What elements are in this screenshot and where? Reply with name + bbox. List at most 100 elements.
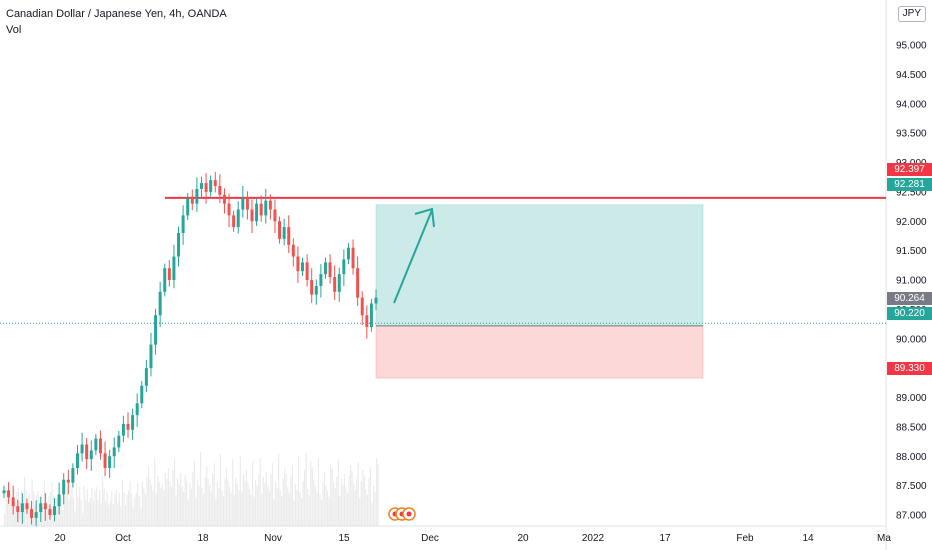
candle-body [245,197,249,210]
volume-bar [346,493,349,526]
volume-bar [268,491,271,526]
volume-bar [158,482,160,526]
volume-bar [199,452,202,526]
volume-bar [10,503,12,526]
volume-bar [138,496,140,526]
candle-body [39,503,43,513]
volume-bar [161,484,163,526]
volume-bar [181,486,183,526]
volume-bar [88,502,90,526]
volume-bar [300,498,303,526]
volume-bar [369,467,372,526]
volume-bar [203,494,205,526]
candle-body [30,509,34,518]
volume-bar [14,502,16,526]
volume-bar [147,466,150,526]
volume-bar [28,493,30,526]
volume-bar [238,490,240,526]
volume-bar [213,463,215,526]
volume-bar [68,499,70,526]
volume-bar [328,497,330,526]
x-tick-label: 20 [54,533,66,544]
volume-bar [239,456,241,526]
volume-bar [348,476,350,526]
volume-bar [212,474,214,526]
volume-bar [284,468,286,526]
volume-bar [376,458,378,526]
volume-bar [221,490,223,526]
volume-bar [299,492,301,526]
volume-bar [36,495,38,526]
volume-bar [279,490,281,526]
volume-bar [121,479,124,526]
volume-bar [273,499,275,526]
volume-bar [46,506,49,526]
volume-bar [94,491,96,526]
volume-bar [124,505,127,526]
volume-bar [63,483,65,526]
volume-bar [198,486,200,526]
volume-bar [261,494,263,526]
volume-bar [169,481,171,526]
volume-bar [245,470,248,526]
stop-price-tag: 89.330 [887,362,932,375]
volume-bar [163,490,165,526]
candle-body [305,262,309,280]
volume-bar [354,490,356,526]
x-tick-label: 14 [802,533,814,544]
volume-bar [13,489,15,526]
volume-bar [196,480,199,526]
volume-bar [77,497,79,526]
volume-bar [201,488,203,526]
volume-bar [334,488,336,526]
candle-body [117,435,121,448]
volume-bar [371,503,373,526]
candle-body [126,423,130,430]
candle-body [57,494,61,507]
candle-body [62,479,66,495]
volume-bar [126,495,128,526]
volume-bar [79,487,81,526]
candle-body [167,268,171,280]
candle-body [172,256,176,280]
volume-bar [98,490,101,526]
candle-body [264,200,268,216]
volume-bar [262,477,264,526]
volume-bar [37,491,39,526]
y-tick-label: 87.500 [896,481,927,492]
volume-bar [204,477,206,526]
candle-body [232,215,236,228]
volume-bar [216,482,218,526]
candle-body [186,197,190,216]
volume-bar [339,496,341,526]
volume-bar [278,454,280,526]
volume-bar [180,473,182,526]
volume-bar [224,479,226,526]
y-tick-label: 94.500 [896,70,927,81]
volume-bar [362,470,364,526]
volume-bar [316,492,318,526]
x-tick-label: Oct [115,533,131,544]
x-tick-label: Dec [421,533,439,544]
volume-bar [313,480,315,526]
resistance-price-tag: 92.397 [887,163,932,176]
candle-body [278,221,282,239]
volume-bar [42,507,44,526]
candle-body [75,453,79,468]
x-tick-label: Ma [877,533,891,544]
candle-body [314,285,318,295]
y-tick-label: 89.000 [896,393,927,404]
volume-bar [294,484,297,526]
volume-bar [210,491,212,526]
currency-badge[interactable]: JPY [897,6,926,22]
volume-bar [108,505,110,526]
volume-bar [322,483,324,526]
candle-body [319,274,323,286]
volume-bar [62,510,64,526]
candle-body [144,368,148,386]
volume-bar [253,497,255,526]
volume-bar [175,495,177,526]
candle-body [71,468,75,483]
volume-bar [109,501,111,526]
